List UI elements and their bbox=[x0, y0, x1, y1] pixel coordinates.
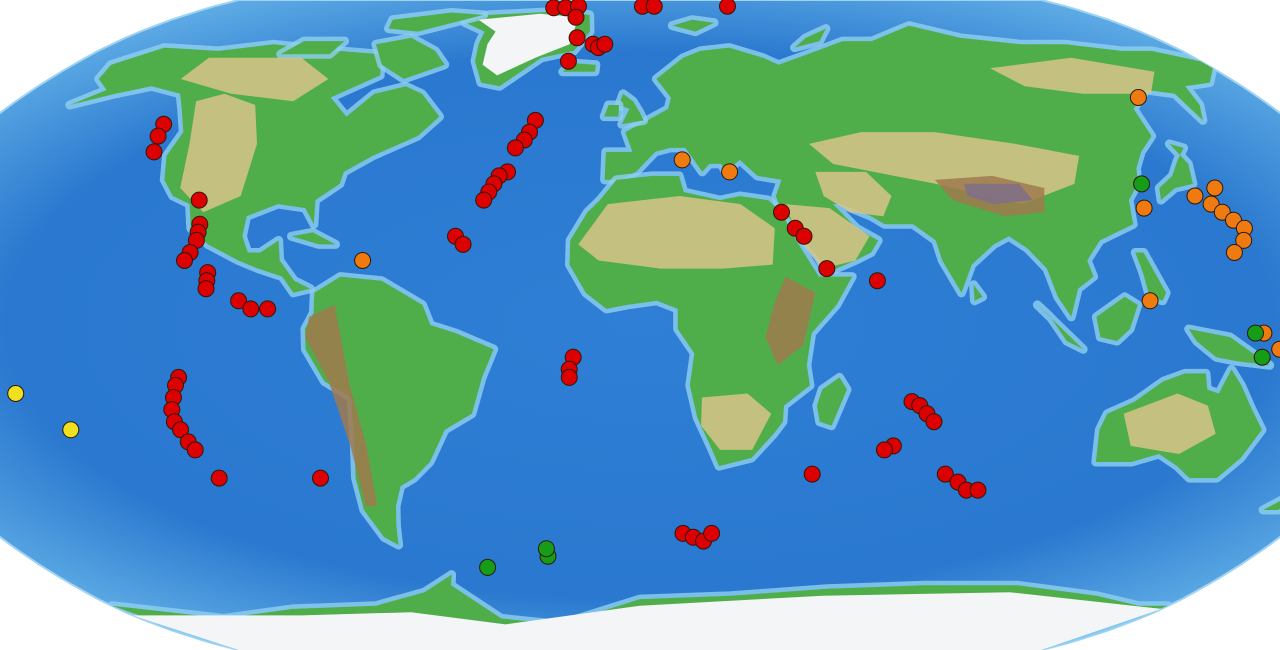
marker-red[interactable] bbox=[454, 235, 472, 253]
land-madagascar bbox=[816, 377, 847, 426]
relief-iran bbox=[815, 171, 892, 217]
marker-red[interactable] bbox=[176, 252, 193, 269]
marker-red[interactable] bbox=[230, 292, 248, 310]
marker-red[interactable] bbox=[936, 465, 954, 483]
land-svalbard bbox=[672, 19, 715, 32]
marker-red[interactable] bbox=[567, 8, 585, 26]
land-north-america bbox=[69, 44, 440, 293]
marker-red[interactable] bbox=[703, 524, 721, 542]
marker-red[interactable] bbox=[197, 280, 215, 298]
marker-green[interactable] bbox=[1247, 324, 1264, 342]
marker-orange[interactable] bbox=[1235, 231, 1253, 249]
marker-red[interactable] bbox=[475, 191, 493, 209]
landmasses bbox=[65, 6, 1280, 650]
relief-australia-interior bbox=[1123, 393, 1216, 454]
land-british-isles bbox=[619, 93, 644, 125]
marker-red[interactable] bbox=[172, 421, 190, 439]
relief-siberia-east bbox=[990, 57, 1155, 94]
marker-orange[interactable] bbox=[1206, 179, 1224, 197]
land-philippines bbox=[1135, 252, 1167, 301]
marker-red[interactable] bbox=[719, 0, 736, 15]
marker-red[interactable] bbox=[312, 469, 329, 487]
land-victoria-island bbox=[280, 41, 345, 55]
marker-red[interactable] bbox=[242, 300, 260, 318]
relief-east-africa bbox=[765, 276, 816, 366]
marker-red[interactable] bbox=[506, 139, 524, 157]
marker-layer bbox=[7, 0, 1280, 576]
land-ellesmere bbox=[388, 12, 484, 32]
land-borneo bbox=[1096, 296, 1138, 342]
marker-red[interactable] bbox=[925, 413, 943, 431]
marker-green[interactable] bbox=[537, 540, 555, 558]
land-cuba bbox=[291, 232, 336, 245]
marker-red[interactable] bbox=[818, 260, 836, 278]
marker-red[interactable] bbox=[568, 29, 586, 47]
marker-red[interactable] bbox=[773, 203, 790, 221]
land-novaya-zemlya bbox=[794, 28, 826, 48]
marker-red[interactable] bbox=[803, 465, 821, 483]
marker-orange[interactable] bbox=[1141, 292, 1159, 310]
marker-red[interactable] bbox=[559, 52, 577, 70]
marker-red[interactable] bbox=[868, 272, 886, 290]
marker-red[interactable] bbox=[186, 441, 204, 459]
marker-red[interactable] bbox=[149, 127, 167, 145]
land-sri-lanka bbox=[973, 284, 983, 301]
marker-red[interactable] bbox=[596, 35, 614, 53]
relief-southern-africa bbox=[701, 393, 772, 450]
marker-orange[interactable] bbox=[354, 252, 372, 269]
marker-yellow[interactable] bbox=[7, 385, 25, 402]
land-south-america bbox=[304, 276, 494, 545]
relief-arabia bbox=[784, 204, 870, 269]
marker-red[interactable] bbox=[145, 143, 163, 161]
relief-antarctic-ice bbox=[132, 592, 1162, 650]
land-baffin bbox=[375, 37, 445, 79]
marker-yellow[interactable] bbox=[62, 421, 80, 439]
marker-green[interactable] bbox=[1133, 175, 1151, 193]
marker-red[interactable] bbox=[210, 469, 228, 487]
marker-red[interactable] bbox=[969, 481, 987, 499]
marker-green[interactable] bbox=[479, 558, 497, 576]
land-new-guinea bbox=[1188, 329, 1270, 366]
marker-red[interactable] bbox=[645, 0, 663, 15]
marker-orange[interactable] bbox=[1225, 244, 1243, 261]
land-ireland bbox=[604, 105, 619, 117]
marker-orange[interactable] bbox=[673, 151, 691, 169]
relief-tibet-plateau bbox=[963, 183, 1033, 205]
marker-orange[interactable] bbox=[1135, 199, 1153, 217]
relief-andes bbox=[305, 304, 378, 507]
marker-orange[interactable] bbox=[721, 163, 739, 181]
land-japan bbox=[1159, 143, 1193, 201]
marker-orange[interactable] bbox=[1129, 89, 1147, 106]
relief-sahara bbox=[578, 196, 775, 269]
marker-orange[interactable] bbox=[1186, 187, 1204, 205]
marker-red[interactable] bbox=[259, 300, 277, 318]
relief-greenland-ice bbox=[478, 13, 579, 76]
relief-north-america-north bbox=[180, 57, 329, 102]
marker-red[interactable] bbox=[875, 441, 893, 459]
marker-red[interactable] bbox=[190, 191, 208, 209]
marker-red[interactable] bbox=[795, 227, 813, 245]
marker-green[interactable] bbox=[1253, 348, 1271, 366]
relief-north-america-west bbox=[180, 93, 257, 213]
marker-red[interactable] bbox=[560, 368, 578, 386]
